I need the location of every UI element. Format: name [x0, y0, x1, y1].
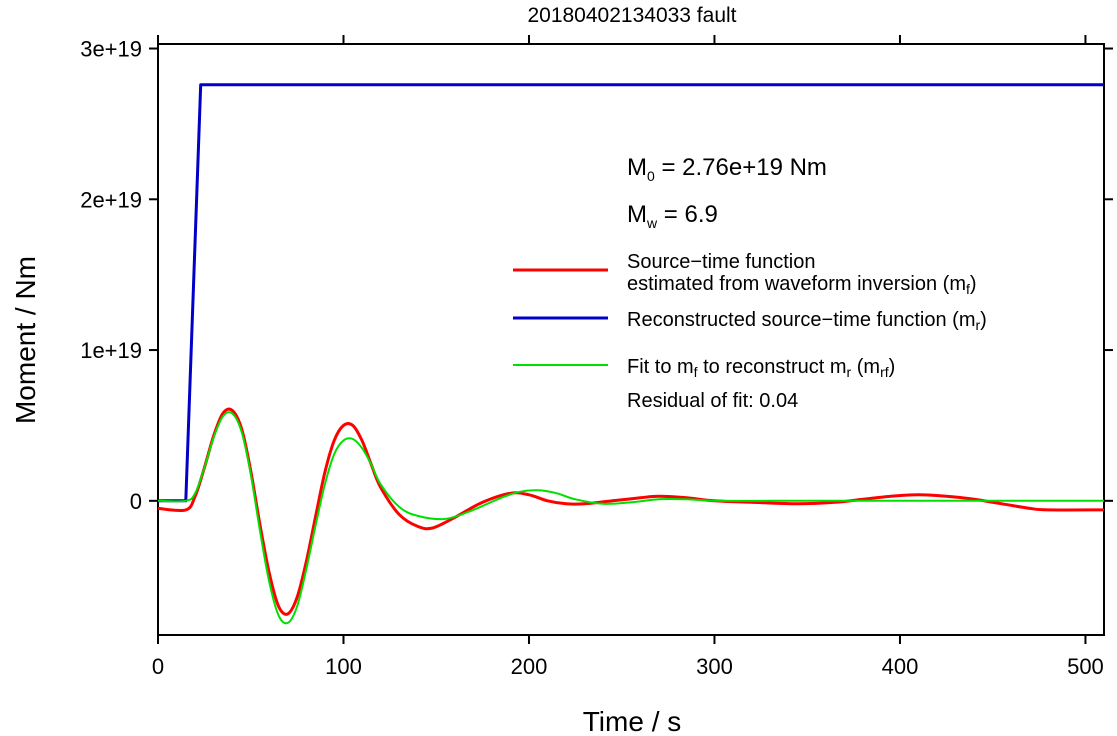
chart-title: 20180402134033 fault: [527, 4, 736, 27]
y-tick-label: 1e+19: [80, 338, 142, 363]
y-tick-label: 3e+19: [80, 37, 142, 62]
y-axis: 0 1e+19 2e+19 3e+19: [80, 37, 1113, 514]
series-green-fit: [157, 411, 1104, 625]
residual-annotation: Residual of fit: 0.04: [627, 390, 798, 412]
m0-annotation: M0 = 2.76e+19 Nm: [627, 154, 827, 184]
legend-red-line2: estimated from waveform inversion (mf): [627, 273, 977, 297]
series-red-source-time-function: [157, 407, 1105, 616]
legend: Source−time function estimated from wave…: [513, 251, 987, 412]
legend-green-label: Fit to mf to reconstruct mr (mrf): [627, 356, 895, 380]
legend-blue-label: Reconstructed source−time function (mr): [627, 309, 987, 333]
plot-frame: [157, 43, 1105, 636]
x-tick-label: 400: [882, 654, 919, 679]
x-tick-label: 100: [325, 654, 362, 679]
y-tick-label: 2e+19: [80, 187, 142, 212]
mw-annotation: Mw = 6.9: [627, 201, 718, 231]
y-tick-label: 0: [130, 489, 142, 514]
legend-red-line1: Source−time function: [627, 251, 815, 273]
y-axis-title: Moment / Nm: [10, 256, 41, 424]
x-axis: 0 100 200 300 400 500: [152, 35, 1104, 679]
x-tick-label: 500: [1067, 654, 1104, 679]
series-layer: [157, 83, 1105, 625]
x-tick-label: 200: [511, 654, 548, 679]
x-axis-title: Time / s: [583, 706, 682, 736]
x-tick-label: 300: [696, 654, 733, 679]
x-tick-label: 0: [152, 654, 164, 679]
